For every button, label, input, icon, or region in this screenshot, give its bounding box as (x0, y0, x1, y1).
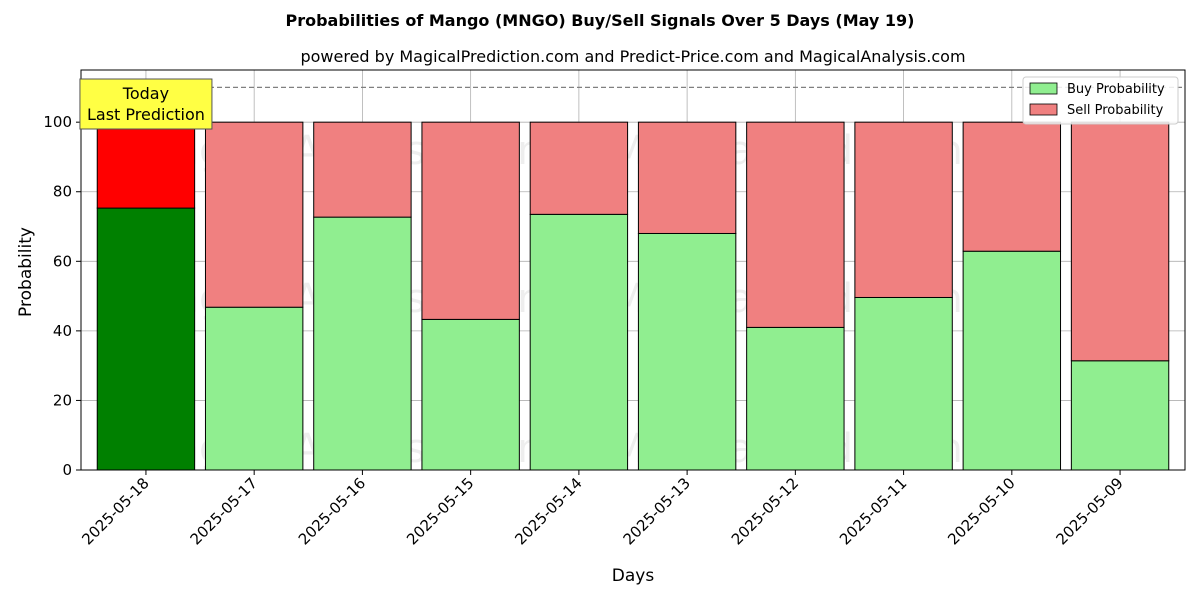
bar-sell (529, 121, 629, 215)
bar-buy (746, 326, 845, 471)
y-tick-label: 40 (53, 322, 72, 340)
annotation: Today Last Prediction (79, 78, 213, 130)
bar-buy (421, 318, 520, 471)
y-axis-label: Probability (16, 227, 36, 317)
bar-buy (529, 213, 629, 471)
y-tick-label: 60 (53, 252, 72, 270)
legend-box (1022, 76, 1179, 125)
bar-sell (637, 121, 737, 234)
bar-buy (204, 306, 304, 471)
chart-title: Probabilities of Mango (MNGO) Buy/Sell S… (285, 11, 914, 30)
legend-swatch (1029, 103, 1058, 116)
y-axis: 0 20 40 60 80 100 (43, 113, 81, 479)
bar-buy (637, 232, 737, 471)
bar-sell (204, 121, 304, 308)
bars (96, 121, 1170, 471)
bar-sell (1070, 121, 1170, 362)
bar-sell (746, 121, 845, 328)
bar-buy (854, 296, 953, 471)
bar-sell (313, 121, 412, 218)
legend-label: Sell Probability (1067, 103, 1164, 118)
legend-swatch (1029, 82, 1058, 95)
chart-subtitle: powered by MagicalPrediction.com and Pre… (300, 47, 965, 66)
bar-sell (962, 121, 1062, 252)
y-tick-label: 100 (43, 113, 72, 131)
bar-sell (421, 121, 520, 320)
y-tick-label: 80 (53, 183, 72, 201)
x-axis-label: Days (612, 566, 655, 586)
bar-buy (962, 250, 1062, 471)
bar-sell (96, 121, 196, 209)
bar-buy (1070, 360, 1170, 471)
annotation-text: Today (122, 84, 169, 103)
annotation-text: Last Prediction (87, 105, 205, 124)
plot-frame (80, 69, 1186, 471)
annotation-box (79, 78, 213, 130)
legend: Buy Probability Sell Probability (1022, 76, 1179, 125)
y-tick-label: 0 (62, 461, 72, 479)
bar-buy (313, 216, 412, 471)
y-tick-label: 20 (53, 391, 72, 409)
bar-buy (96, 207, 196, 471)
bar-sell (854, 121, 953, 298)
legend-label: Buy Probability (1067, 82, 1165, 97)
